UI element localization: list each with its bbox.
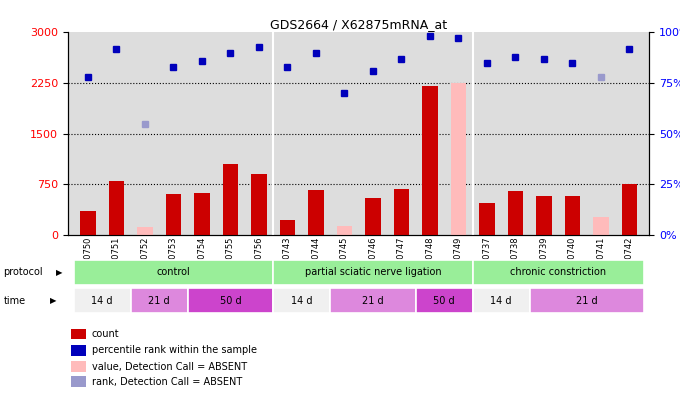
Bar <box>137 227 153 235</box>
Text: chronic constriction: chronic constriction <box>510 267 607 277</box>
Bar <box>337 226 352 235</box>
Text: protocol: protocol <box>3 267 43 277</box>
Text: 50 d: 50 d <box>220 296 241 306</box>
Bar <box>473 260 644 285</box>
Text: value, Detection Call = ABSENT: value, Detection Call = ABSENT <box>92 362 247 371</box>
Text: 50 d: 50 d <box>433 296 455 306</box>
Text: count: count <box>92 329 120 339</box>
Bar <box>564 196 580 235</box>
Bar <box>365 198 381 235</box>
Text: rank, Detection Call = ABSENT: rank, Detection Call = ABSENT <box>92 377 242 386</box>
Text: 14 d: 14 d <box>91 296 113 306</box>
Bar <box>273 288 330 313</box>
Bar <box>188 288 273 313</box>
Bar <box>593 217 609 235</box>
Bar <box>273 260 473 285</box>
Bar <box>622 184 637 235</box>
Bar <box>479 202 495 235</box>
Title: GDS2664 / X62875mRNA_at: GDS2664 / X62875mRNA_at <box>270 18 447 31</box>
Text: 14 d: 14 d <box>291 296 312 306</box>
Bar <box>166 194 182 235</box>
Bar <box>194 193 210 235</box>
Bar <box>73 288 131 313</box>
Text: 21 d: 21 d <box>576 296 598 306</box>
Text: 21 d: 21 d <box>148 296 170 306</box>
Text: ▶: ▶ <box>56 268 63 277</box>
Text: 21 d: 21 d <box>362 296 384 306</box>
Bar <box>308 190 324 235</box>
Bar <box>473 288 530 313</box>
Bar <box>415 288 473 313</box>
Bar <box>251 174 267 235</box>
Text: 14 d: 14 d <box>490 296 512 306</box>
Bar <box>131 288 188 313</box>
Text: percentile rank within the sample: percentile rank within the sample <box>92 345 257 355</box>
Text: ▶: ▶ <box>50 296 57 305</box>
Bar <box>536 196 551 235</box>
Bar <box>394 189 409 235</box>
Bar <box>222 164 238 235</box>
Text: time: time <box>3 296 26 305</box>
Bar <box>109 181 124 235</box>
Text: control: control <box>156 267 190 277</box>
Bar <box>530 288 644 313</box>
Text: partial sciatic nerve ligation: partial sciatic nerve ligation <box>305 267 441 277</box>
Bar <box>422 86 438 235</box>
Bar <box>330 288 415 313</box>
Bar <box>279 220 295 235</box>
Bar <box>451 83 466 235</box>
Bar <box>80 211 96 235</box>
Bar <box>507 191 524 235</box>
Bar <box>73 260 273 285</box>
